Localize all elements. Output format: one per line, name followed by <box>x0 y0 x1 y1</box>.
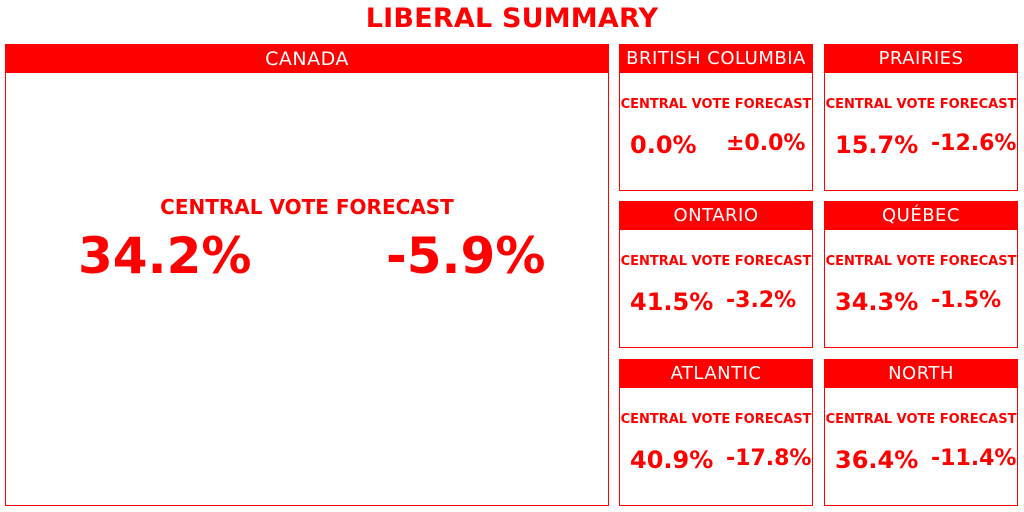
canada-panel-header: CANADA <box>6 45 608 73</box>
region-forecast-label: CENTRAL VOTE FORECAST <box>620 97 812 112</box>
region-forecast-label: CENTRAL VOTE FORECAST <box>620 254 812 269</box>
region-vote-value: 15.7% <box>835 131 919 159</box>
region-vote-change: -17.8% <box>726 446 812 471</box>
region-vote-value: 40.9% <box>630 446 714 474</box>
canada-forecast-label: CENTRAL VOTE FORECAST <box>160 195 454 219</box>
region-panel-north: NORTH CENTRAL VOTE FORECAST 36.4% -11.4% <box>824 359 1018 506</box>
region-panel-ontario: ONTARIO CENTRAL VOTE FORECAST 41.5% -3.2… <box>619 201 813 348</box>
canada-vote-change: -5.9% <box>386 227 546 285</box>
region-header: BRITISH COLUMBIA <box>620 45 812 73</box>
region-panel-quebec: QUÉBEC CENTRAL VOTE FORECAST 34.3% -1.5% <box>824 201 1018 348</box>
region-panel-british-columbia: BRITISH COLUMBIA CENTRAL VOTE FORECAST 0… <box>619 44 813 191</box>
canada-panel: CANADA CENTRAL VOTE FORECAST 34.2% -5.9% <box>5 44 609 506</box>
region-panel-atlantic: ATLANTIC CENTRAL VOTE FORECAST 40.9% -17… <box>619 359 813 506</box>
region-vote-change: ±0.0% <box>726 131 806 156</box>
region-vote-value: 0.0% <box>630 131 697 159</box>
region-header: NORTH <box>825 360 1017 388</box>
region-vote-change: -1.5% <box>931 288 1002 313</box>
canada-vote-value: 34.2% <box>78 227 252 285</box>
region-forecast-label: CENTRAL VOTE FORECAST <box>825 254 1017 269</box>
region-vote-value: 36.4% <box>835 446 919 474</box>
region-vote-value: 41.5% <box>630 288 714 316</box>
region-vote-change: -3.2% <box>726 288 797 313</box>
region-header: PRAIRIES <box>825 45 1017 73</box>
region-vote-value: 34.3% <box>835 288 919 316</box>
region-vote-change: -11.4% <box>931 446 1017 471</box>
region-header: ATLANTIC <box>620 360 812 388</box>
region-forecast-label: CENTRAL VOTE FORECAST <box>825 97 1017 112</box>
region-panel-prairies: PRAIRIES CENTRAL VOTE FORECAST 15.7% -12… <box>824 44 1018 191</box>
page-title: LIBERAL SUMMARY <box>365 3 659 34</box>
region-vote-change: -12.6% <box>931 131 1017 156</box>
region-header: ONTARIO <box>620 202 812 230</box>
region-forecast-label: CENTRAL VOTE FORECAST <box>620 412 812 427</box>
region-forecast-label: CENTRAL VOTE FORECAST <box>825 412 1017 427</box>
region-header: QUÉBEC <box>825 202 1017 230</box>
